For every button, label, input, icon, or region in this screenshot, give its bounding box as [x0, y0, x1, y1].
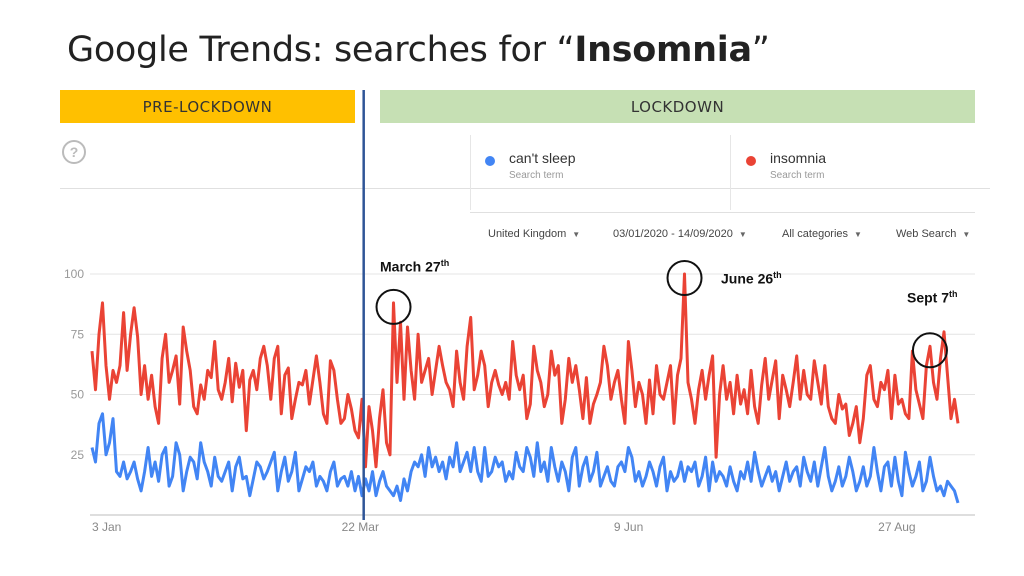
y-tick-label: 100: [64, 267, 84, 281]
dropdown-arrow-icon: ▼: [738, 230, 747, 239]
legend-term-name: insomnia: [770, 150, 827, 166]
lockdown-band: LOCKDOWN: [380, 90, 975, 123]
legend-term-name: can't sleep: [509, 150, 576, 166]
y-tick-label: 25: [71, 448, 85, 462]
legend-bottom-divider: [470, 212, 975, 213]
dropdown-arrow-icon: ▼: [854, 230, 862, 239]
annotation-sept-7: Sept 7th: [907, 289, 958, 306]
cant-sleep-series-line: [90, 412, 960, 504]
header-divider: [60, 188, 990, 189]
x-tick-label: 9 Jun: [614, 520, 643, 534]
page-title: Google Trends: searches for “Insomnia”: [67, 30, 770, 70]
legend-term-sub: Search term: [770, 170, 825, 181]
june-26-circle: [666, 260, 703, 296]
legend-divider: [730, 135, 731, 210]
y-tick-label: 50: [71, 388, 85, 402]
dropdown-arrow-icon: ▼: [572, 230, 581, 239]
insomnia-series-line: [90, 272, 960, 469]
cant-sleep-dot-icon: [485, 156, 495, 166]
dropdown-arrow-icon: ▼: [962, 230, 971, 239]
x-tick-label: 3 Jan: [92, 520, 121, 534]
y-tick-label: 75: [71, 327, 85, 341]
help-icon[interactable]: ?: [62, 140, 86, 164]
category-select[interactable]: All categories ▼: [782, 228, 862, 240]
march-27-circle: [375, 288, 412, 325]
x-tick-label: 27 Aug: [878, 520, 915, 534]
legend-left-divider: [470, 135, 471, 210]
search-term: Insomnia: [574, 30, 752, 70]
sept-7-circle: [911, 332, 948, 369]
region-select[interactable]: United Kingdom ▼: [488, 228, 581, 240]
pre-lockdown-band: PRE-LOCKDOWN: [60, 90, 355, 123]
date-range-select[interactable]: 03/01/2020 - 14/09/2020 ▼: [613, 228, 747, 240]
search-type-select[interactable]: Web Search ▼: [896, 228, 971, 240]
insomnia-dot-icon: [746, 156, 756, 166]
x-tick-label: 22 Mar: [342, 520, 379, 534]
annotation-march-27: March 27th: [380, 258, 450, 275]
annotation-june-26: June 26th: [721, 270, 782, 287]
legend-term-sub: Search term: [509, 170, 564, 181]
